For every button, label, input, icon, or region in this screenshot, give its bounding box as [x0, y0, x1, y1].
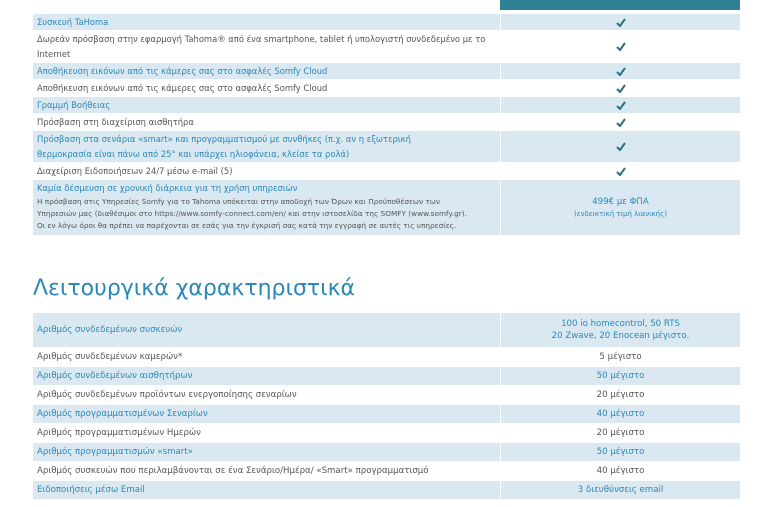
table-row: Πρόσβαση στη διαχείριση αισθητήρα	[33, 114, 740, 131]
row-value	[501, 97, 740, 113]
row-label: Αριθμός προγραμματισμένων Ημερών	[33, 424, 501, 442]
check-icon	[615, 42, 626, 51]
check-icon	[615, 66, 626, 76]
price: 499€ με ΦΠΑ	[592, 196, 649, 207]
row-label: Πρόσβαση στη διαχείριση αισθητήρα	[33, 114, 501, 130]
row-value	[501, 131, 740, 162]
label-line: Δωρεάν πρόσβαση στην εφαρμογή Tahoma® απ…	[37, 34, 486, 59]
section-title: Λειτουργικά χαρακτηριστικά	[33, 276, 356, 301]
row-label: Αποθήκευση εικόνων από τις κάμερες σας σ…	[33, 80, 501, 96]
label-line: Αποθήκευση εικόνων από τις κάμερες σας σ…	[37, 83, 328, 93]
label-line: Γραμμή Βοήθειας	[37, 100, 111, 110]
table-row: Αριθμός προγραμματισμών «smart» 50 μέγιστ…	[33, 443, 740, 462]
label-line: Διαχείριση Ειδοποιήσεων 24/7 μέσω e-mail…	[37, 166, 233, 176]
value-line: 20 μέγιστο	[596, 428, 645, 438]
value-line: 20 Zwave, 20 Enocean μέγιστο.	[551, 331, 690, 341]
row-label: Γραμμή Βοήθειας	[33, 97, 501, 113]
row-value	[501, 114, 740, 130]
header-bar	[500, 0, 740, 10]
check-icon	[615, 117, 626, 127]
row-value: 3 διευθύνσεις email	[501, 481, 740, 499]
check-icon	[615, 83, 626, 93]
row-label: Αριθμός συνδεδεμένων καμερών*	[33, 348, 501, 366]
label-line: θερμοκρασία είναι πάνω από 25° και υπάρχ…	[37, 149, 350, 159]
label-line: Πρόσβαση στη διαχείριση αισθητήρα	[37, 117, 194, 127]
label-line: Αποθήκευση εικόνων από τις κάμερες σας σ…	[37, 66, 328, 76]
label-line: Συσκευή TaHoma	[37, 17, 109, 27]
row-value: 20 μέγιστο	[501, 386, 740, 404]
value-line: 40 μέγιστο	[596, 409, 645, 419]
row-label: Δωρεάν πρόσβαση στην εφαρμογή Tahoma® απ…	[33, 31, 501, 62]
check-icon	[615, 100, 626, 110]
row-label: Αριθμός συνδεδεμένων αισθητήρων	[33, 367, 501, 385]
price-note: (ενδεικτική τιμή λιανικής)	[574, 209, 667, 218]
row-value	[501, 14, 740, 30]
row-label: Καμία δέσμευση σε χρονική διάρκεια για τ…	[33, 180, 501, 235]
value-line: 50 μέγιστο	[596, 371, 645, 381]
table-row: Ειδοποιήσεις μέσω Email 3 διευθύνσεις ema…	[33, 481, 740, 500]
table-row: Πρόσβαση στα σενάρια «smart» και προγραμ…	[33, 131, 740, 163]
value-line: 5 μέγιστο	[599, 352, 642, 362]
table-row: Καμία δέσμευση σε χρονική διάρκεια για τ…	[33, 180, 740, 236]
row-value: 5 μέγιστο	[501, 348, 740, 366]
row-value	[501, 63, 740, 79]
table-row: Συσκευή TaHoma	[33, 14, 740, 31]
table-row: Δωρεάν πρόσβαση στην εφαρμογή Tahoma® απ…	[33, 31, 740, 63]
check-icon	[615, 166, 626, 176]
row-value	[501, 31, 740, 62]
row-label: Αριθμός προγραμματισμών «smart»	[33, 443, 501, 461]
table-row: Αριθμός προγραμματισμένων Σεναρίων 40 μέγ…	[33, 405, 740, 424]
value-line: 3 διευθύνσεις email	[577, 485, 664, 495]
table-row: Αποθήκευση εικόνων από τις κάμερες σας σ…	[33, 80, 740, 97]
row-label: Ειδοποιήσεις μέσω Email	[33, 481, 501, 499]
check-icon	[615, 142, 626, 151]
row-value: 40 μέγιστο	[501, 405, 740, 423]
label-line: Καμία δέσμευση σε χρονική διάρκεια για τ…	[37, 183, 298, 193]
table-row: Διαχείριση Ειδοποιήσεων 24/7 μέσω e-mail…	[33, 163, 740, 180]
specs-table: Αριθμός συνδεδεμένων συσκευών 100 io home…	[33, 313, 740, 500]
table-row: Αποθήκευση εικόνων από τις κάμερες σας σ…	[33, 63, 740, 80]
row-label: Πρόσβαση στα σενάρια «smart» και προγραμ…	[33, 131, 501, 162]
table-row: Αριθμός συνδεδεμένων καμερών* 5 μέγιστο	[33, 348, 740, 367]
row-label: Αριθμός συσκευών που περιλαμβάνονται σε …	[33, 462, 501, 480]
detail-line: Υπηρεσιών μας (διαθέσιμοι στο https://ww…	[37, 209, 467, 218]
table-row: Αριθμός προγραμματισμένων Ημερών 20 μέγισ…	[33, 424, 740, 443]
table-row: Αριθμός συνδεδεμένων προϊόντων ενεργοποί…	[33, 386, 740, 405]
value-line: 50 μέγιστο	[596, 447, 645, 457]
table-row: Γραμμή Βοήθειας	[33, 97, 740, 114]
row-value: 499€ με ΦΠΑ (ενδεικτική τιμή λιανικής)	[501, 180, 740, 235]
row-label: Συσκευή TaHoma	[33, 14, 501, 30]
row-value: 50 μέγιστο	[501, 367, 740, 385]
row-label: Αριθμός συνδεδεμένων συσκευών	[33, 313, 501, 347]
value-line: 20 μέγιστο	[596, 390, 645, 400]
table-row: Αριθμός συνδεδεμένων συσκευών 100 io home…	[33, 313, 740, 348]
row-value	[501, 80, 740, 96]
row-label: Αριθμός συνδεδεμένων προϊόντων ενεργοποί…	[33, 386, 501, 404]
check-icon	[615, 17, 626, 27]
row-value: 20 μέγιστο	[501, 424, 740, 442]
row-value: 40 μέγιστο	[501, 462, 740, 480]
detail-line: Η πρόσβαση στις Υπηρεσίες Somfy για το T…	[37, 197, 440, 206]
value-line: 100 io homecontrol, 50 RTS	[561, 319, 680, 329]
table-row: Αριθμός συσκευών που περιλαμβάνονται σε …	[33, 462, 740, 481]
table-row: Αριθμός συνδεδεμένων αισθητήρων 50 μέγιστ…	[33, 367, 740, 386]
label-line: Πρόσβαση στα σενάρια «smart» και προγραμ…	[37, 134, 411, 144]
row-value: 100 io homecontrol, 50 RTS 20 Zwave, 20 E…	[501, 313, 740, 347]
value-line: 40 μέγιστο	[596, 466, 645, 476]
row-label: Διαχείριση Ειδοποιήσεων 24/7 μέσω e-mail…	[33, 163, 501, 179]
row-value: 50 μέγιστο	[501, 443, 740, 461]
row-label: Αριθμός προγραμματισμένων Σεναρίων	[33, 405, 501, 423]
row-label: Αποθήκευση εικόνων από τις κάμερες σας σ…	[33, 63, 501, 79]
row-value	[501, 163, 740, 179]
detail-line: Οι εν λόγω όροι θα πρέπει να παρέχονται …	[37, 221, 457, 230]
features-table: Συσκευή TaHoma Δωρεάν πρόσβαση στην εφαρμ…	[33, 14, 740, 236]
